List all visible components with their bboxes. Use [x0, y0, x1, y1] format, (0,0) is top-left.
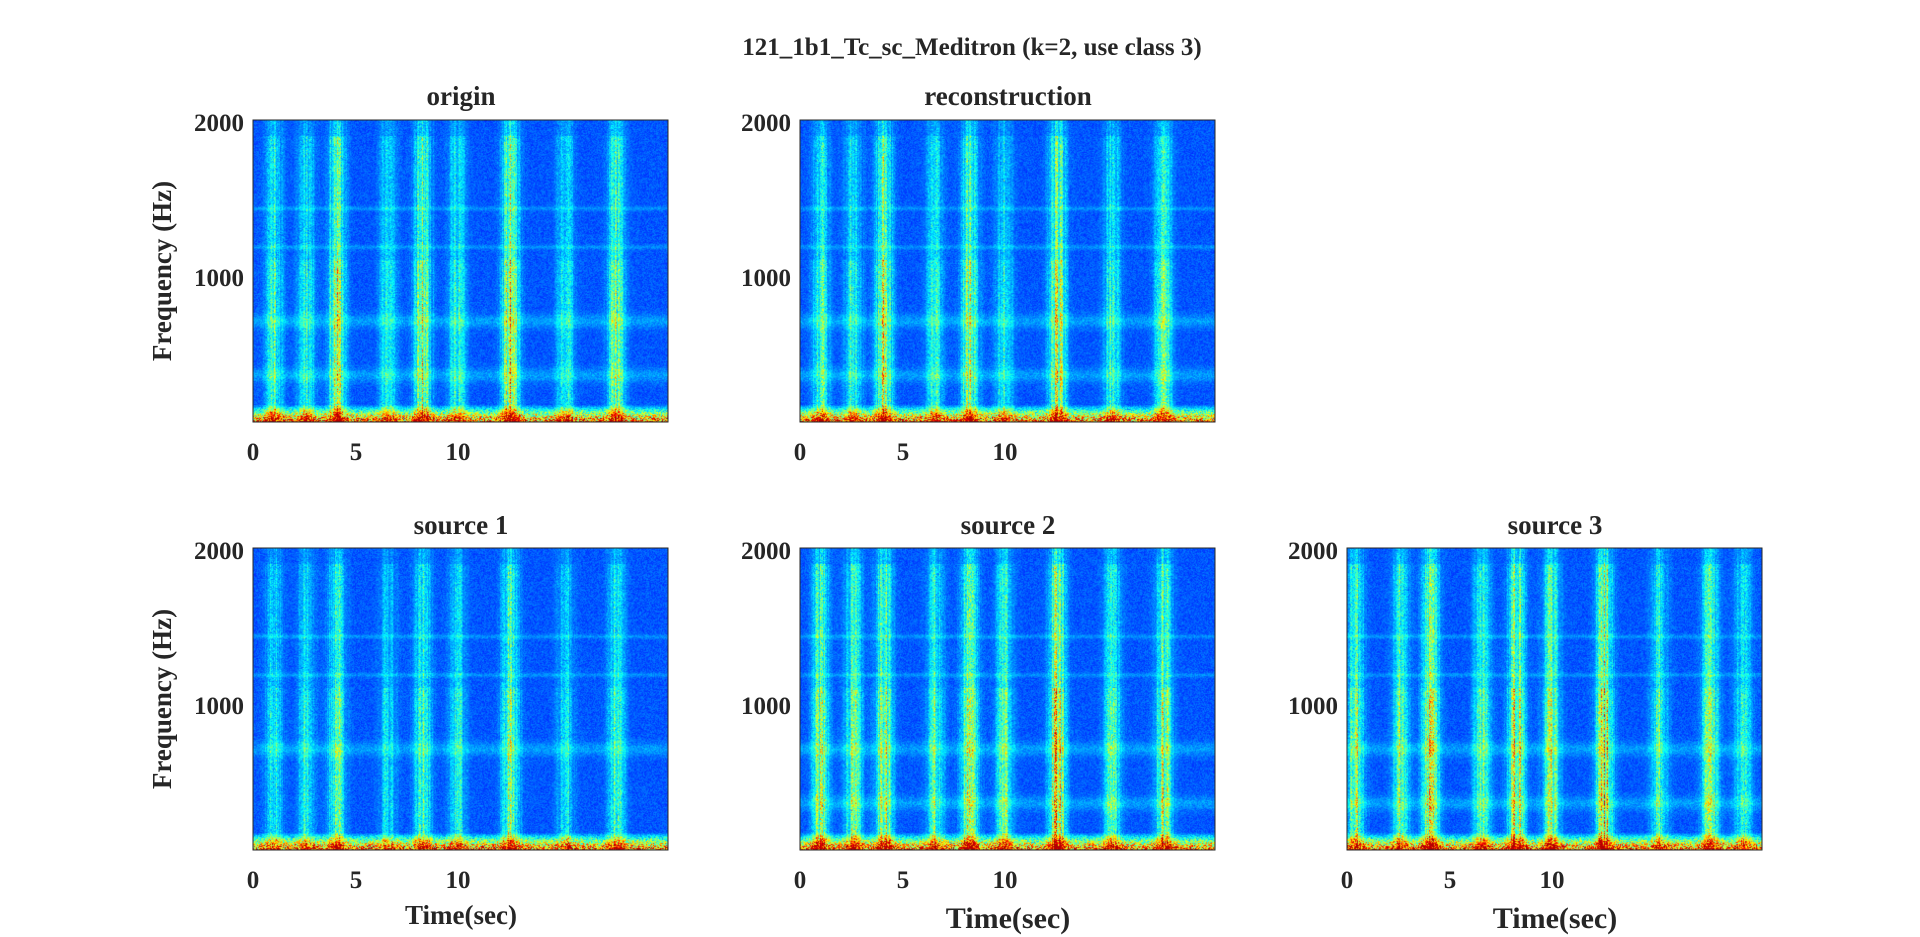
spectrogram-image	[1347, 548, 1762, 850]
panel-origin: origin 2000 1000 0 5 10 Frequency (Hz)	[147, 81, 669, 466]
xtick-label-10: 10	[446, 867, 471, 894]
ytick-label-2000: 2000	[741, 110, 791, 137]
axes-frame	[799, 547, 1216, 851]
axes-frame	[799, 119, 1216, 423]
x-axis-label: Time(sec)	[946, 902, 1070, 935]
xtick-label-10: 10	[446, 439, 471, 466]
panel-title: source 2	[961, 510, 1056, 540]
ytick-label-1000: 1000	[741, 265, 791, 292]
ytick-label-1000: 1000	[194, 265, 244, 292]
xtick-label-10: 10	[993, 867, 1018, 894]
panel-reconstruction: reconstruction 2000 1000 0 5 10	[741, 81, 1216, 466]
ytick-label-1000: 1000	[1288, 693, 1338, 720]
figure-suptitle: 121_1b1_Tc_sc_Meditron (k=2, use class 3…	[742, 34, 1201, 61]
panel-title: reconstruction	[924, 81, 1091, 111]
y-axis-label: Frequency (Hz)	[147, 181, 177, 361]
xtick-label-10: 10	[993, 439, 1018, 466]
spectrogram-image	[253, 120, 668, 422]
xtick-label-0: 0	[794, 867, 807, 894]
xtick-label-5: 5	[1444, 867, 1457, 894]
ytick-label-2000: 2000	[194, 538, 244, 565]
panel-title: origin	[426, 81, 495, 111]
axes-frame	[1346, 547, 1763, 851]
xtick-label-0: 0	[1341, 867, 1354, 894]
ytick-label-1000: 1000	[741, 693, 791, 720]
spectrogram-image	[253, 548, 668, 850]
spectrogram-image	[800, 548, 1215, 850]
panel-title: source 3	[1508, 510, 1603, 540]
panel-source-2: source 2 2000 1000 0 5 10 Time(sec)	[741, 510, 1216, 935]
spectrogram-image	[800, 120, 1215, 422]
panel-source-3: source 3 2000 1000 0 5 10 Time(sec)	[1288, 510, 1763, 935]
xtick-label-0: 0	[247, 439, 260, 466]
xtick-label-0: 0	[794, 439, 807, 466]
xtick-label-5: 5	[897, 867, 910, 894]
ytick-label-1000: 1000	[194, 693, 244, 720]
xtick-label-0: 0	[247, 867, 260, 894]
y-axis-label: Frequency (Hz)	[147, 609, 177, 789]
axes-frame	[252, 547, 669, 851]
ytick-label-2000: 2000	[194, 110, 244, 137]
x-axis-label: Time(sec)	[1493, 902, 1617, 935]
panel-title: source 1	[414, 510, 509, 540]
xtick-label-5: 5	[897, 439, 910, 466]
axes-frame	[252, 119, 669, 423]
xtick-label-5: 5	[350, 439, 363, 466]
xtick-label-10: 10	[1540, 867, 1565, 894]
xtick-label-5: 5	[350, 867, 363, 894]
x-axis-label: Time(sec)	[405, 900, 517, 930]
ytick-label-2000: 2000	[1288, 538, 1338, 565]
panel-source-1: source 1 2000 1000 0 5 10 Frequency (Hz)…	[147, 510, 669, 930]
ytick-label-2000: 2000	[741, 538, 791, 565]
